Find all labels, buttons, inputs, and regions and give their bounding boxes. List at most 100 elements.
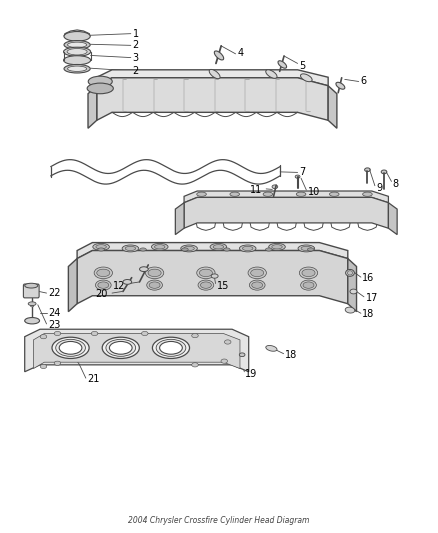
Text: 5: 5 xyxy=(299,61,306,70)
Ellipse shape xyxy=(230,192,240,196)
Ellipse shape xyxy=(346,269,354,276)
Text: 23: 23 xyxy=(48,320,60,330)
Ellipse shape xyxy=(329,192,339,196)
Polygon shape xyxy=(68,259,77,312)
Ellipse shape xyxy=(266,70,277,78)
Ellipse shape xyxy=(184,246,194,251)
Ellipse shape xyxy=(268,244,285,251)
Ellipse shape xyxy=(278,61,286,68)
Text: 17: 17 xyxy=(366,293,378,303)
Ellipse shape xyxy=(64,56,91,64)
Ellipse shape xyxy=(252,282,263,288)
Ellipse shape xyxy=(122,245,139,252)
Ellipse shape xyxy=(298,245,314,252)
Ellipse shape xyxy=(125,246,136,251)
Text: 6: 6 xyxy=(360,77,367,86)
Ellipse shape xyxy=(64,64,90,73)
Ellipse shape xyxy=(266,345,277,351)
Ellipse shape xyxy=(199,269,212,277)
Ellipse shape xyxy=(201,282,212,288)
Text: 8: 8 xyxy=(393,179,399,189)
Ellipse shape xyxy=(295,175,300,178)
Ellipse shape xyxy=(140,248,146,251)
Ellipse shape xyxy=(197,192,206,196)
Ellipse shape xyxy=(181,245,198,252)
Ellipse shape xyxy=(272,185,278,189)
Ellipse shape xyxy=(148,269,161,277)
Ellipse shape xyxy=(87,83,113,94)
Polygon shape xyxy=(64,30,90,36)
Text: 2004 Chrysler Crossfire Cylinder Head Diagram: 2004 Chrysler Crossfire Cylinder Head Di… xyxy=(128,516,310,525)
Polygon shape xyxy=(175,203,184,235)
Text: 18: 18 xyxy=(286,350,297,360)
Ellipse shape xyxy=(94,267,113,279)
Ellipse shape xyxy=(149,282,160,288)
FancyBboxPatch shape xyxy=(23,284,39,298)
Ellipse shape xyxy=(198,280,214,290)
Polygon shape xyxy=(88,86,97,128)
Ellipse shape xyxy=(249,280,265,290)
Ellipse shape xyxy=(30,305,34,307)
Ellipse shape xyxy=(243,246,253,251)
Ellipse shape xyxy=(123,279,132,284)
Ellipse shape xyxy=(52,337,89,359)
Ellipse shape xyxy=(347,271,353,275)
Ellipse shape xyxy=(67,49,87,55)
Ellipse shape xyxy=(152,244,168,251)
Text: 16: 16 xyxy=(362,273,374,283)
Text: 20: 20 xyxy=(95,289,108,299)
Ellipse shape xyxy=(350,289,357,294)
Text: 19: 19 xyxy=(245,369,258,379)
Polygon shape xyxy=(33,334,240,368)
Ellipse shape xyxy=(192,334,198,338)
Polygon shape xyxy=(77,251,348,304)
Ellipse shape xyxy=(301,246,311,251)
Text: 24: 24 xyxy=(48,308,60,318)
Text: 2: 2 xyxy=(133,66,139,76)
Ellipse shape xyxy=(97,269,110,277)
Polygon shape xyxy=(328,86,337,128)
Ellipse shape xyxy=(159,342,182,354)
Ellipse shape xyxy=(93,244,110,251)
Ellipse shape xyxy=(110,342,132,354)
Text: 10: 10 xyxy=(308,187,320,197)
Ellipse shape xyxy=(209,69,220,79)
Ellipse shape xyxy=(54,332,61,336)
Ellipse shape xyxy=(182,248,188,251)
Ellipse shape xyxy=(67,42,87,47)
Ellipse shape xyxy=(265,248,272,251)
Ellipse shape xyxy=(239,353,245,357)
Text: 3: 3 xyxy=(133,53,139,62)
Ellipse shape xyxy=(155,245,165,249)
Ellipse shape xyxy=(197,267,215,279)
Ellipse shape xyxy=(210,244,227,251)
Ellipse shape xyxy=(25,283,38,288)
Ellipse shape xyxy=(56,340,85,357)
Ellipse shape xyxy=(64,41,90,49)
Text: 21: 21 xyxy=(87,374,99,384)
Polygon shape xyxy=(77,243,348,259)
Ellipse shape xyxy=(98,248,104,251)
Ellipse shape xyxy=(223,248,230,251)
Text: 7: 7 xyxy=(299,167,306,177)
Ellipse shape xyxy=(88,76,112,87)
Ellipse shape xyxy=(145,267,164,279)
Ellipse shape xyxy=(54,361,61,366)
Ellipse shape xyxy=(156,340,186,357)
Ellipse shape xyxy=(224,340,231,344)
Text: 12: 12 xyxy=(113,281,125,290)
Ellipse shape xyxy=(214,51,224,60)
Text: 4: 4 xyxy=(237,48,244,58)
Ellipse shape xyxy=(102,337,139,359)
Ellipse shape xyxy=(152,337,190,359)
Ellipse shape xyxy=(192,363,198,367)
Ellipse shape xyxy=(25,318,39,324)
Ellipse shape xyxy=(221,359,227,364)
Ellipse shape xyxy=(40,365,47,368)
Ellipse shape xyxy=(364,168,370,172)
Polygon shape xyxy=(348,259,357,312)
Ellipse shape xyxy=(64,47,91,56)
Text: 2: 2 xyxy=(133,41,139,50)
Polygon shape xyxy=(25,329,249,372)
Ellipse shape xyxy=(95,280,111,290)
